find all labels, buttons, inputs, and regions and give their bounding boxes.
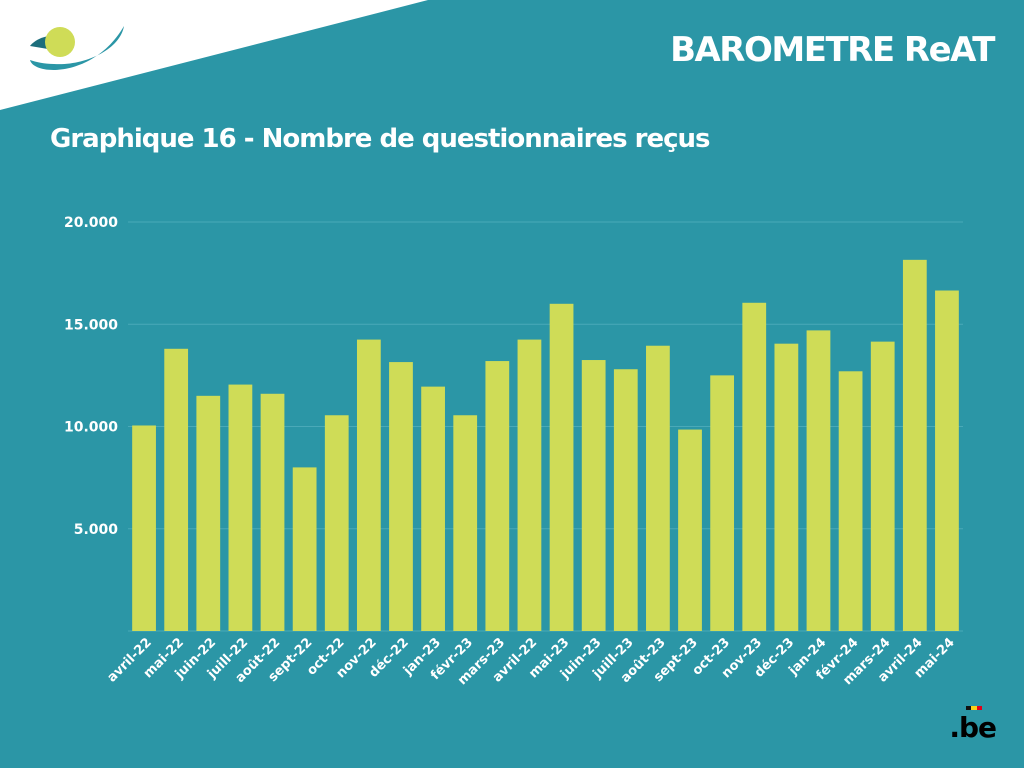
y-tick-label: 15.000 bbox=[64, 317, 118, 333]
bar bbox=[389, 362, 413, 631]
bar bbox=[935, 290, 959, 631]
bars bbox=[132, 259, 959, 631]
be-logo-text: .be bbox=[949, 711, 997, 744]
bar bbox=[453, 415, 478, 631]
be-flag-icon bbox=[966, 706, 982, 710]
circle-swoosh-logo bbox=[30, 26, 124, 70]
bar bbox=[678, 429, 702, 631]
chart-title: Graphique 16 - Nombre de questionnaires … bbox=[50, 124, 711, 154]
bar bbox=[613, 369, 638, 631]
y-tick-labels: 5.000 10.000 15.000 20.000 bbox=[64, 215, 118, 538]
bar bbox=[517, 339, 542, 631]
bar bbox=[742, 302, 767, 631]
bar bbox=[646, 345, 670, 631]
grid-lines bbox=[128, 221, 963, 632]
x-tick-labels: avril-22mai-22juin-22juill-22août-22sept… bbox=[105, 635, 958, 688]
corner-banner bbox=[0, 0, 428, 110]
bar bbox=[838, 371, 863, 631]
bar bbox=[356, 339, 381, 631]
y-tick-label: 20.000 bbox=[64, 215, 118, 231]
bar bbox=[228, 384, 253, 631]
bar bbox=[196, 395, 221, 631]
bar bbox=[485, 361, 510, 631]
bar bbox=[774, 343, 799, 631]
bar bbox=[292, 467, 317, 631]
y-tick-label: 5.000 bbox=[74, 522, 119, 538]
bar bbox=[549, 303, 574, 631]
bar bbox=[870, 341, 895, 631]
bar bbox=[324, 415, 349, 631]
bar bbox=[806, 330, 831, 631]
bar bbox=[260, 393, 285, 631]
bar bbox=[421, 386, 445, 631]
bar bbox=[132, 425, 156, 631]
bar bbox=[164, 348, 189, 631]
be-logo: .be bbox=[949, 711, 997, 744]
bar bbox=[710, 375, 735, 631]
y-tick-label: 10.000 bbox=[64, 420, 118, 436]
bar bbox=[581, 360, 606, 631]
brand-title: BAROMETRE ReAT bbox=[670, 30, 995, 70]
bar bbox=[902, 259, 927, 631]
